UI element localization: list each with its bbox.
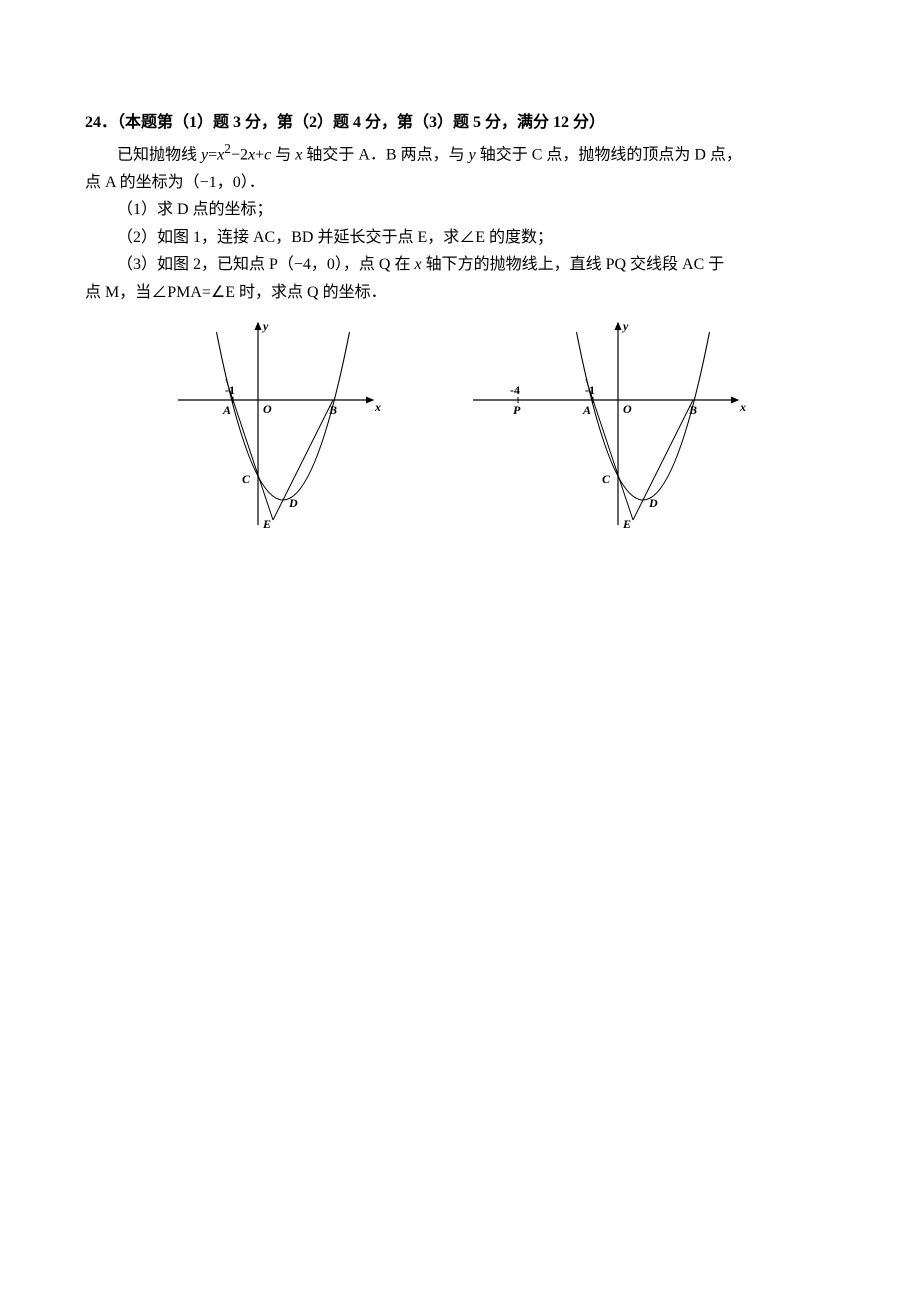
figures-container: y x O -1 A B C D E bbox=[85, 315, 840, 545]
label-y: y bbox=[261, 319, 269, 333]
label-P: P bbox=[513, 403, 521, 417]
label-E: E bbox=[262, 517, 271, 531]
txt: 轴下方的抛物线上，直线 PQ 交线段 AC 于 bbox=[422, 256, 725, 273]
eq-sup: 2 bbox=[224, 141, 231, 156]
label-O: O bbox=[623, 402, 632, 416]
problem-header: 24．（本题第（1）题 3 分，第（2）题 4 分，第（3）题 5 分，满分 1… bbox=[85, 110, 840, 136]
figure-2: y x O -4 -1 P A B C D E bbox=[463, 315, 763, 545]
figure-1: y x O -1 A B C D E bbox=[163, 315, 403, 545]
txt: 轴交于 C 点，抛物线的顶点为 D 点， bbox=[476, 146, 742, 163]
axis-y: y bbox=[469, 146, 476, 163]
label-O: O bbox=[263, 402, 272, 416]
label-x: x bbox=[739, 400, 746, 414]
problem-intro-line1: 已知抛物线 y=x2−2x+c 与 x 轴交于 A．B 两点，与 y 轴交于 C… bbox=[85, 138, 840, 168]
eq-plus: + bbox=[255, 146, 264, 163]
problem-intro-line2: 点 A 的坐标为（−1，0）． bbox=[85, 170, 840, 196]
axis-x: x bbox=[414, 256, 421, 273]
label-C: C bbox=[242, 472, 251, 486]
label-neg1: -1 bbox=[585, 383, 595, 397]
question-3-line1: （3）如图 2，已知点 P（−4，0），点 Q 在 x 轴下方的抛物线上，直线 … bbox=[85, 252, 840, 278]
label-neg1: -1 bbox=[225, 383, 235, 397]
question-1: （1）求 D 点的坐标； bbox=[85, 197, 840, 223]
label-y: y bbox=[621, 319, 629, 333]
eq-eq: = bbox=[208, 146, 217, 163]
txt: 已知抛物线 bbox=[117, 146, 201, 163]
label-C: C bbox=[602, 472, 611, 486]
eq-x2: x bbox=[248, 146, 255, 163]
label-B: B bbox=[328, 403, 337, 417]
label-A: A bbox=[582, 403, 591, 417]
label-E: E bbox=[622, 517, 631, 531]
question-2: （2）如图 1，连接 AC，BD 并延长交于点 E，求∠E 的度数； bbox=[85, 225, 840, 251]
label-neg4: -4 bbox=[510, 383, 520, 397]
eq-m2: −2 bbox=[231, 146, 248, 163]
txt: 轴交于 A．B 两点，与 bbox=[302, 146, 468, 163]
label-D: D bbox=[288, 496, 298, 510]
label-x: x bbox=[374, 400, 381, 414]
label-B: B bbox=[688, 403, 697, 417]
txt: 与 bbox=[271, 146, 295, 163]
question-3-line2: 点 M，当∠PMA=∠E 时，求点 Q 的坐标． bbox=[85, 280, 840, 306]
txt: （3）如图 2，已知点 P（−4，0），点 Q 在 bbox=[117, 256, 414, 273]
label-D: D bbox=[648, 496, 658, 510]
label-A: A bbox=[222, 403, 231, 417]
